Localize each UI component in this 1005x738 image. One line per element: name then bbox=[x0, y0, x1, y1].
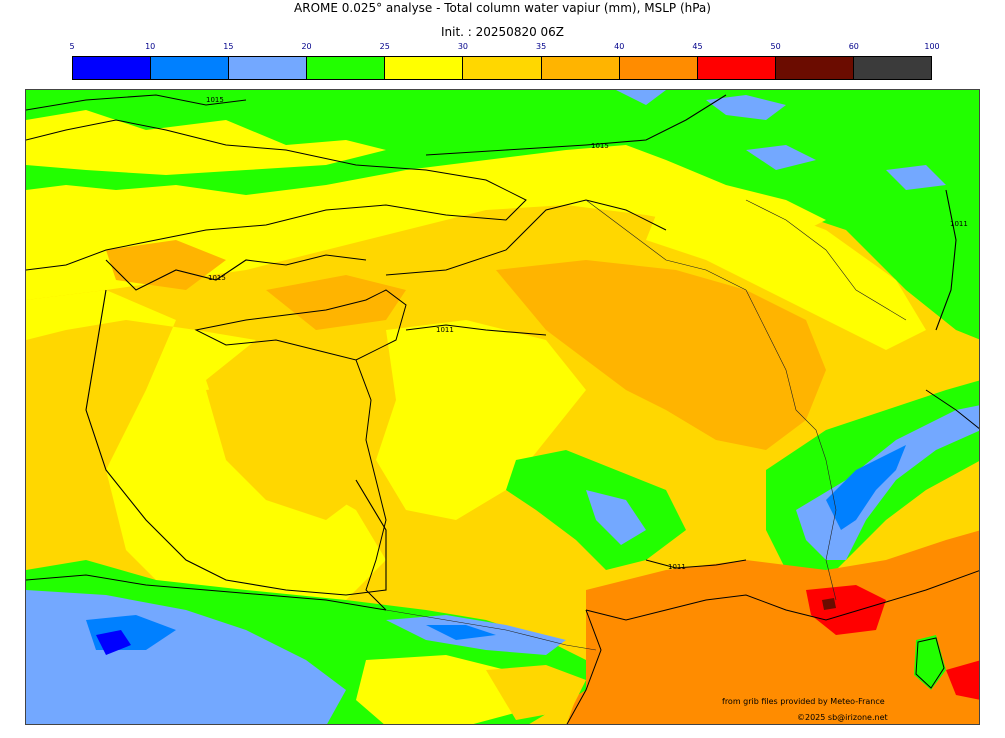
coastline-uk bbox=[26, 119, 527, 271]
colorbar-tick: 10 bbox=[145, 42, 156, 51]
field-north-yellow bbox=[646, 190, 926, 350]
field-channel-yellow bbox=[26, 145, 826, 300]
isobar-1011-b bbox=[645, 559, 747, 569]
field-nw-yellow bbox=[26, 110, 386, 175]
colorbar-segment bbox=[697, 57, 776, 79]
field-pyrenees-dark bbox=[426, 625, 496, 640]
isobar-1015-d bbox=[85, 289, 387, 596]
colorbar-tick: 15 bbox=[223, 42, 234, 51]
isobar-label: 1011 bbox=[950, 220, 968, 228]
field-atl-orange bbox=[106, 240, 226, 290]
credit-source: from grib files provided by Meteo-France bbox=[722, 697, 885, 706]
colorbar-tick: 50 bbox=[770, 42, 781, 51]
border-fr-de bbox=[745, 289, 797, 411]
coastline-france-north bbox=[385, 199, 667, 276]
field-west-yellow bbox=[26, 290, 386, 620]
isobar-label: 1015 bbox=[206, 96, 224, 104]
border-fr-be bbox=[585, 199, 747, 291]
field-ne-blue-2 bbox=[746, 145, 816, 170]
field-se-red bbox=[806, 585, 886, 635]
colorbar-tick: 25 bbox=[379, 42, 390, 51]
colorbar-tick: 100 bbox=[924, 42, 940, 51]
isobar-1015-c bbox=[105, 254, 367, 291]
colorbar-tick: 35 bbox=[535, 42, 547, 51]
colorbar-segment bbox=[229, 57, 308, 79]
field-n-blue bbox=[616, 90, 666, 105]
colorbar-segment bbox=[385, 57, 464, 79]
coastline-italy bbox=[925, 389, 979, 430]
init-time: Init. : 20250820 06Z bbox=[440, 25, 565, 39]
field-spain-yellow bbox=[356, 655, 526, 724]
colorbar-segment bbox=[73, 57, 152, 79]
field-ne-blue-3 bbox=[886, 165, 946, 190]
field-france-yellow bbox=[376, 320, 586, 520]
field-france-orange-2 bbox=[266, 275, 406, 330]
colorbar-segment bbox=[619, 57, 698, 79]
isobar-1011-c bbox=[935, 189, 957, 331]
coastline-med bbox=[585, 570, 979, 621]
coastline-corsica bbox=[915, 637, 945, 689]
coastline-biscay bbox=[355, 359, 387, 611]
field-spain-blue-core bbox=[96, 630, 131, 655]
credit-copyright: ©2025 sb@irizone.net bbox=[797, 713, 888, 722]
field-corsica bbox=[914, 635, 946, 690]
isobar-label: 1015 bbox=[591, 142, 609, 150]
colorbar-segment bbox=[541, 57, 620, 79]
colorbar-segment bbox=[307, 57, 386, 79]
colorbar bbox=[72, 56, 932, 80]
field-massif-blue bbox=[586, 490, 646, 545]
isobar-1015-b bbox=[425, 94, 727, 156]
water-vapour-map[interactable]: 1015 1015 1011 1011 1015 1011 bbox=[25, 89, 980, 725]
isobar-label: 1015 bbox=[208, 274, 226, 282]
field-se-orange bbox=[566, 530, 979, 724]
colorbar-tick: 5 bbox=[69, 42, 75, 51]
border-fr-es bbox=[385, 609, 597, 651]
field-ne-blue bbox=[706, 95, 786, 120]
colorbar-tick: 45 bbox=[692, 42, 703, 51]
border-fr-ch bbox=[795, 409, 827, 461]
colorbar-segment bbox=[853, 57, 932, 79]
field-spain-orange bbox=[486, 665, 586, 720]
colorbar-tick: 60 bbox=[848, 42, 859, 51]
isobar-1011-a bbox=[405, 324, 547, 336]
isobar-1015-a bbox=[26, 94, 247, 111]
field-biscay bbox=[206, 380, 366, 520]
isobar-label: 1011 bbox=[436, 326, 454, 334]
border-fr-it bbox=[825, 459, 837, 601]
border-de bbox=[745, 199, 907, 321]
colorbar-tick: 20 bbox=[301, 42, 312, 51]
colorbar-ticks: 5 10 15 20 25 30 35 40 45 50 60 100 bbox=[69, 42, 939, 54]
colorbar-segment bbox=[151, 57, 230, 79]
colorbar-segment bbox=[463, 57, 542, 79]
field-france-orange bbox=[496, 260, 826, 450]
field-se-red-2 bbox=[946, 660, 979, 700]
field-alps-blue-dark bbox=[826, 445, 906, 530]
coastline-spain-north bbox=[26, 574, 387, 611]
colorbar-tick: 30 bbox=[457, 42, 468, 51]
chart-title: AROME 0.025° analyse - Total column wate… bbox=[294, 1, 711, 15]
coastline-brittany bbox=[194, 289, 407, 361]
field-se-darkred bbox=[822, 598, 836, 610]
coastline-spain-med bbox=[566, 609, 602, 724]
colorbar-tick: 40 bbox=[614, 42, 625, 51]
isobar-label: 1011 bbox=[668, 563, 686, 571]
colorbar-segment bbox=[775, 57, 854, 79]
